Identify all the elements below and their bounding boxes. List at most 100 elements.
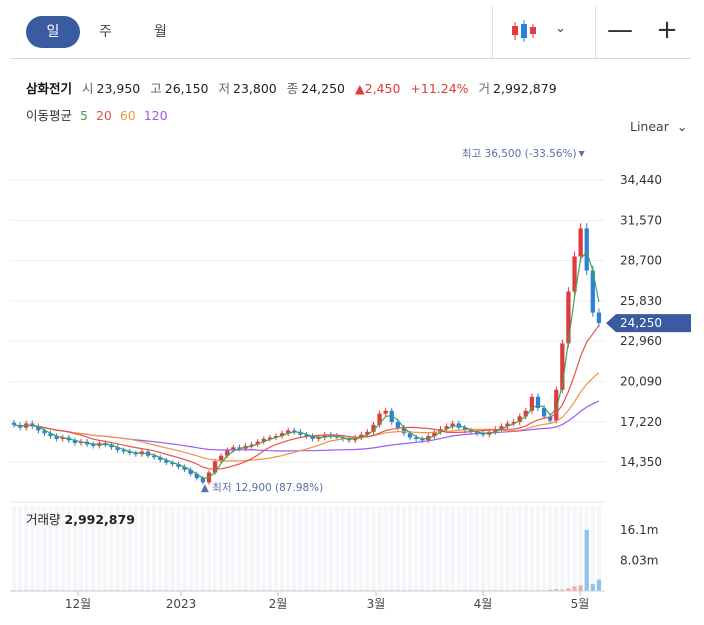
- scale-label: Linear: [630, 119, 669, 134]
- minus-icon[interactable]: —: [607, 15, 633, 45]
- candle: [60, 437, 65, 439]
- ma-20[interactable]: 20: [95, 108, 112, 123]
- volume-bg-column: [261, 506, 266, 591]
- tab-monthly[interactable]: 월: [154, 24, 167, 40]
- volume-bg-column: [279, 506, 285, 591]
- tab-daily[interactable]: 일: [26, 16, 80, 48]
- volume-bg-column: [212, 506, 218, 591]
- candle: [322, 434, 327, 438]
- current-price-label: 24,250: [620, 316, 662, 330]
- chevron-down-icon[interactable]: ⌄: [555, 21, 566, 36]
- volume-bg-column: [176, 506, 181, 591]
- candle: [188, 469, 193, 474]
- volume-bg-column: [42, 506, 47, 591]
- min-price-annotation: ▲ 최저 12,900 (87.98%): [201, 482, 323, 494]
- volume-bg-column: [499, 506, 504, 591]
- candlestick-icon[interactable]: [510, 18, 538, 44]
- volume-bg-column: [78, 506, 84, 591]
- price-summary: 삼화전기 시 23,950 고 26,150 저 23,800 종 24,250 ▲2,…: [26, 78, 563, 97]
- plus-icon[interactable]: +: [656, 15, 678, 45]
- candle: [42, 430, 47, 434]
- candle: [316, 437, 321, 439]
- max-marker-icon: [578, 151, 585, 157]
- volume-bg-column: [36, 506, 41, 591]
- volume-bg-column: [413, 506, 419, 591]
- candle: [54, 436, 59, 439]
- candle: [377, 413, 382, 425]
- scale-selector[interactable]: Linear ⌄: [630, 119, 687, 134]
- volume-bg-column: [328, 506, 333, 591]
- y-tick-label: 31,570: [620, 213, 662, 227]
- candle: [261, 438, 266, 442]
- volume-label: 거: [478, 81, 491, 96]
- candle: [383, 410, 388, 414]
- volume-bg-column: [286, 506, 291, 591]
- change-value: ▲2,450: [355, 81, 401, 96]
- candle: [237, 447, 242, 449]
- candle: [249, 444, 254, 446]
- y-tick-label: 22,960: [620, 334, 662, 348]
- y-tick-label: 14,350: [620, 455, 662, 469]
- candle: [517, 416, 522, 423]
- volume-bg-column: [578, 506, 583, 591]
- volume-bg-column: [548, 506, 553, 591]
- candle: [292, 430, 297, 432]
- volume-bg-column: [462, 506, 467, 591]
- volume-bg-column: [401, 506, 407, 591]
- y-tick-label: 34,440: [620, 173, 662, 187]
- volume-bg-column: [438, 506, 443, 591]
- candle: [219, 455, 224, 462]
- volume-bg-column: [535, 506, 541, 591]
- moving-average-legend: 이동평균 5 20 60 120: [26, 105, 172, 124]
- current-price-badge: [606, 314, 691, 333]
- volume-bg-column: [432, 506, 437, 591]
- volume-bg-column: [298, 506, 303, 591]
- volume-bg-column: [560, 506, 565, 591]
- candle: [152, 455, 157, 458]
- volume-bg-column: [511, 506, 516, 591]
- ma-120[interactable]: 120: [143, 108, 168, 123]
- ma-60[interactable]: 60: [119, 108, 136, 123]
- candle: [30, 423, 35, 427]
- candle: [548, 416, 553, 421]
- volume-bg-column: [225, 506, 230, 591]
- volume-panel-title: 거래량: [26, 512, 61, 527]
- candle: [474, 431, 480, 434]
- volume-bg-column: [115, 506, 120, 591]
- volume-bg-column: [493, 506, 498, 591]
- candle: [164, 459, 169, 463]
- volume-bg-column: [54, 506, 59, 591]
- volume-bg-column: [304, 506, 309, 591]
- volume-bg-column: [30, 506, 35, 591]
- ma-label: 이동평균: [26, 108, 73, 123]
- candle: [535, 396, 541, 409]
- volume-bg-column: [353, 506, 358, 591]
- y-tick-label: 25,830: [620, 294, 662, 308]
- tab-weekly[interactable]: 주: [99, 24, 112, 40]
- candle: [420, 438, 425, 441]
- candle: [444, 426, 449, 430]
- candle: [194, 473, 199, 479]
- volume-bar: [596, 579, 602, 591]
- volume-panel-label: 거래량 2,992,879: [26, 509, 135, 528]
- volume-bg-column: [188, 506, 193, 591]
- change-percent: +11.24%: [410, 81, 469, 96]
- candle: [255, 441, 260, 445]
- candle: [176, 464, 181, 467]
- candle: [395, 422, 400, 428]
- candle: [91, 444, 96, 446]
- candle: [505, 423, 510, 427]
- chevron-down-icon: ⌄: [676, 119, 688, 134]
- volume-bg-column: [17, 506, 23, 591]
- ma-60-line: [13, 372, 600, 462]
- candle: [413, 437, 419, 439]
- volume-bg-column: [84, 506, 90, 591]
- candle: [310, 436, 315, 439]
- candle: [109, 444, 114, 448]
- volume-bg-column: [145, 506, 151, 591]
- volume-bar: [590, 584, 595, 591]
- volume-bg-column: [420, 506, 425, 591]
- candle: [286, 430, 291, 434]
- ma-5[interactable]: 5: [80, 108, 88, 123]
